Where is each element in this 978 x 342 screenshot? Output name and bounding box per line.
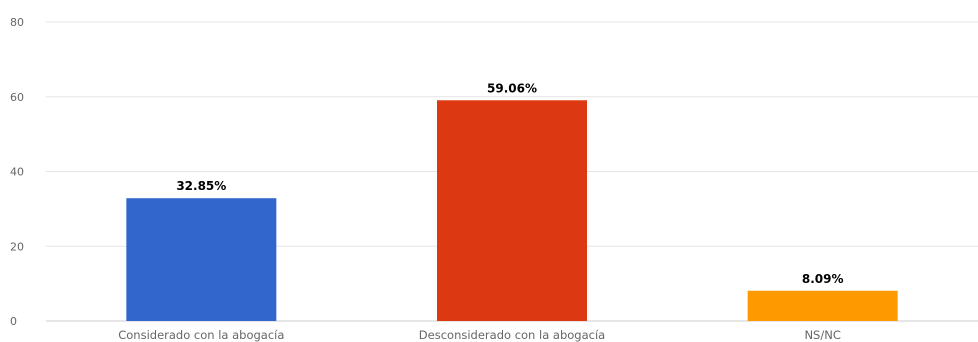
data-label: 59.06%: [487, 81, 537, 95]
y-tick-label: 60: [10, 91, 24, 104]
y-tick-label: 0: [10, 315, 17, 328]
bar[interactable]: [437, 100, 587, 322]
bars: [126, 100, 898, 322]
bar[interactable]: [747, 290, 898, 321]
category-label: NS/NC: [804, 328, 840, 342]
y-axis-ticks: 0 20 40 60 80: [10, 16, 24, 328]
data-label: 8.09%: [802, 272, 844, 286]
y-tick-label: 80: [10, 16, 24, 29]
y-tick-label: 40: [10, 166, 24, 179]
bar[interactable]: [126, 198, 277, 321]
x-axis-categories: Considerado con la abogacía Desconsiderad…: [118, 328, 841, 342]
y-tick-label: 20: [10, 240, 24, 253]
data-labels: 32.85% 59.06% 8.09%: [176, 81, 843, 286]
category-label: Desconsiderado con la abogacía: [419, 328, 605, 342]
category-label: Considerado con la abogacía: [118, 328, 284, 342]
data-label: 32.85%: [176, 179, 226, 193]
